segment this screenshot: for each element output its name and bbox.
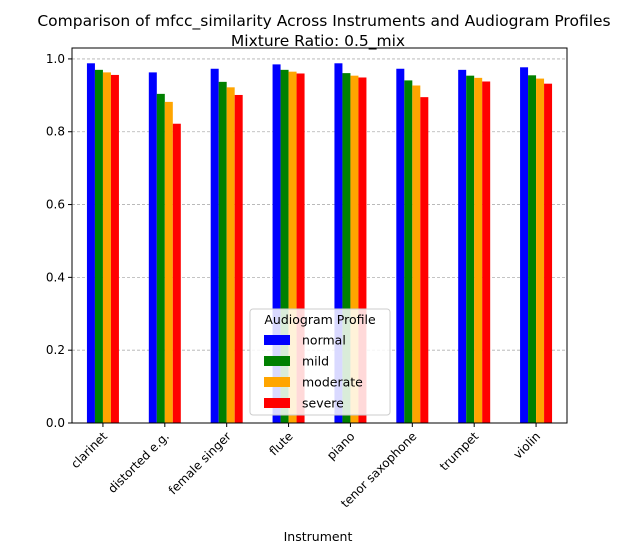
legend-label-severe: severe	[302, 396, 344, 411]
legend-swatch-severe	[264, 398, 290, 408]
y-tick-label: 0.4	[46, 270, 65, 284]
bar-moderate	[536, 78, 545, 424]
bar-severe	[358, 77, 367, 423]
bar-severe	[544, 83, 553, 423]
bar-mild	[280, 69, 289, 423]
bar-mild	[156, 93, 165, 424]
bar-normal	[458, 69, 467, 423]
legend-title: Audiogram Profile	[264, 312, 376, 327]
legend-swatch-mild	[264, 356, 290, 366]
bar-mild	[404, 80, 413, 423]
legend-label-moderate: moderate	[302, 375, 363, 390]
bar-severe	[234, 94, 243, 424]
y-axis: 0.0 0.2 0.4 0.6 0.8 1.0	[46, 52, 72, 430]
chart-title: Comparison of mfcc_similarity Across Ins…	[37, 12, 610, 31]
bar-severe	[420, 97, 429, 423]
legend-items: normal mild moderate severe	[264, 333, 363, 411]
x-tick-label: trumpet	[437, 429, 482, 474]
bar-moderate	[288, 71, 297, 424]
x-tick-label: clarinet	[68, 429, 110, 471]
x-axis-label: Instrument	[284, 529, 353, 544]
bar-mild	[342, 73, 351, 423]
bar-severe	[296, 73, 305, 423]
bar-moderate	[474, 77, 483, 423]
bar-normal	[86, 63, 95, 424]
bar-normal	[334, 63, 343, 424]
legend: Audiogram Profile normal mild moderate seve…	[249, 308, 391, 416]
bar-moderate	[226, 87, 235, 424]
y-tick-label: 1.0	[46, 52, 65, 66]
legend-swatch-normal	[264, 335, 290, 345]
bar-mild	[218, 81, 227, 423]
bar-mild	[94, 69, 103, 423]
y-tick-label: 0.2	[46, 343, 65, 357]
bar-mild	[528, 75, 537, 424]
bar-normal	[210, 68, 219, 423]
y-tick-label: 0.6	[46, 198, 65, 212]
bar-normal	[396, 68, 405, 423]
x-tick-label: piano	[324, 429, 357, 462]
y-tick-label: 0.8	[46, 125, 65, 139]
bar-mild	[466, 75, 475, 423]
bar-normal	[272, 64, 281, 424]
bar-moderate	[412, 85, 421, 423]
bar-moderate	[350, 75, 359, 423]
bar-normal	[148, 72, 157, 424]
bar-severe	[172, 123, 181, 424]
plot-frame	[71, 47, 568, 424]
bars	[86, 63, 553, 424]
bar-moderate	[102, 72, 111, 424]
legend-label-normal: normal	[302, 333, 346, 348]
bar-normal	[520, 67, 529, 424]
bar-severe	[110, 74, 119, 424]
bar-moderate	[164, 101, 173, 424]
legend-swatch-moderate	[264, 377, 290, 387]
legend-label-mild: mild	[302, 354, 329, 369]
bar-severe	[482, 81, 491, 423]
x-tick-label: distorted e.g.	[105, 429, 172, 496]
x-tick-label: female singer	[166, 429, 234, 497]
x-tick-label: violin	[511, 429, 544, 462]
chart-subtitle: Mixture Ratio: 0.5_mix	[231, 32, 405, 51]
y-tick-label: 0.0	[46, 416, 65, 430]
x-tick-label: flute	[267, 429, 296, 458]
